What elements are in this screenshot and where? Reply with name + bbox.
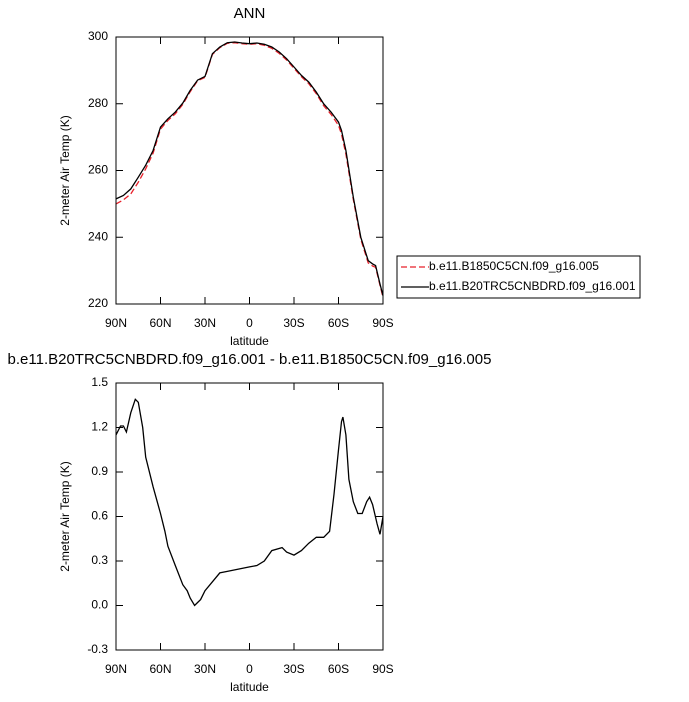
chart-title: b.e11.B20TRC5CNBDRD.f09_g16.001 - b.e11.… xyxy=(8,351,492,368)
x-tick-label: 90N xyxy=(105,316,127,330)
x-tick-label: 30N xyxy=(194,662,216,676)
x-tick-label: 60N xyxy=(149,662,171,676)
x-tick-label: 60N xyxy=(149,316,171,330)
x-tick-label: 30S xyxy=(283,662,304,676)
legend-label: b.e11.B1850C5CN.f09_g16.005 xyxy=(429,259,599,273)
x-tick-label: 30S xyxy=(283,316,304,330)
x-axis-label: latitude xyxy=(230,334,269,348)
x-tick-label: 0 xyxy=(246,316,253,330)
data-line xyxy=(115,398,384,607)
y-tick-label: 240 xyxy=(88,229,108,243)
y-tick-label: 0.3 xyxy=(91,553,108,567)
legend-box xyxy=(396,255,641,299)
plot-frame xyxy=(115,36,384,305)
x-tick-label: 0 xyxy=(246,662,253,676)
x-tick-label: 90S xyxy=(372,316,393,330)
y-tick-label: 280 xyxy=(88,96,108,110)
x-tick-label: 90N xyxy=(105,662,127,676)
x-tick-label: 60S xyxy=(328,316,349,330)
x-tick-label: 60S xyxy=(328,662,349,676)
y-tick-label: 0.9 xyxy=(91,464,108,478)
y-tick-label: 0.6 xyxy=(91,509,108,523)
y-tick-label: 300 xyxy=(88,29,108,43)
y-tick-label: -0.3 xyxy=(87,642,108,656)
y-tick-label: 260 xyxy=(88,163,108,177)
x-tick-label: 30N xyxy=(194,316,216,330)
y-tick-label: 1.5 xyxy=(91,375,108,389)
data-line xyxy=(115,42,384,298)
plot-frame xyxy=(115,382,384,651)
y-tick-label: 220 xyxy=(88,296,108,310)
y-tick-label: 0.0 xyxy=(91,598,108,612)
y-axis-label: 2-meter Air Temp (K) xyxy=(58,461,72,571)
chart-title: ANN xyxy=(234,5,266,22)
data-line xyxy=(115,41,384,296)
legend-label: b.e11.B20TRC5CNBDRD.f09_g16.001 xyxy=(429,279,636,293)
x-axis-label: latitude xyxy=(230,680,269,694)
y-axis-label: 2-meter Air Temp (K) xyxy=(58,115,72,225)
x-tick-label: 90S xyxy=(372,662,393,676)
y-tick-label: 1.2 xyxy=(91,420,108,434)
